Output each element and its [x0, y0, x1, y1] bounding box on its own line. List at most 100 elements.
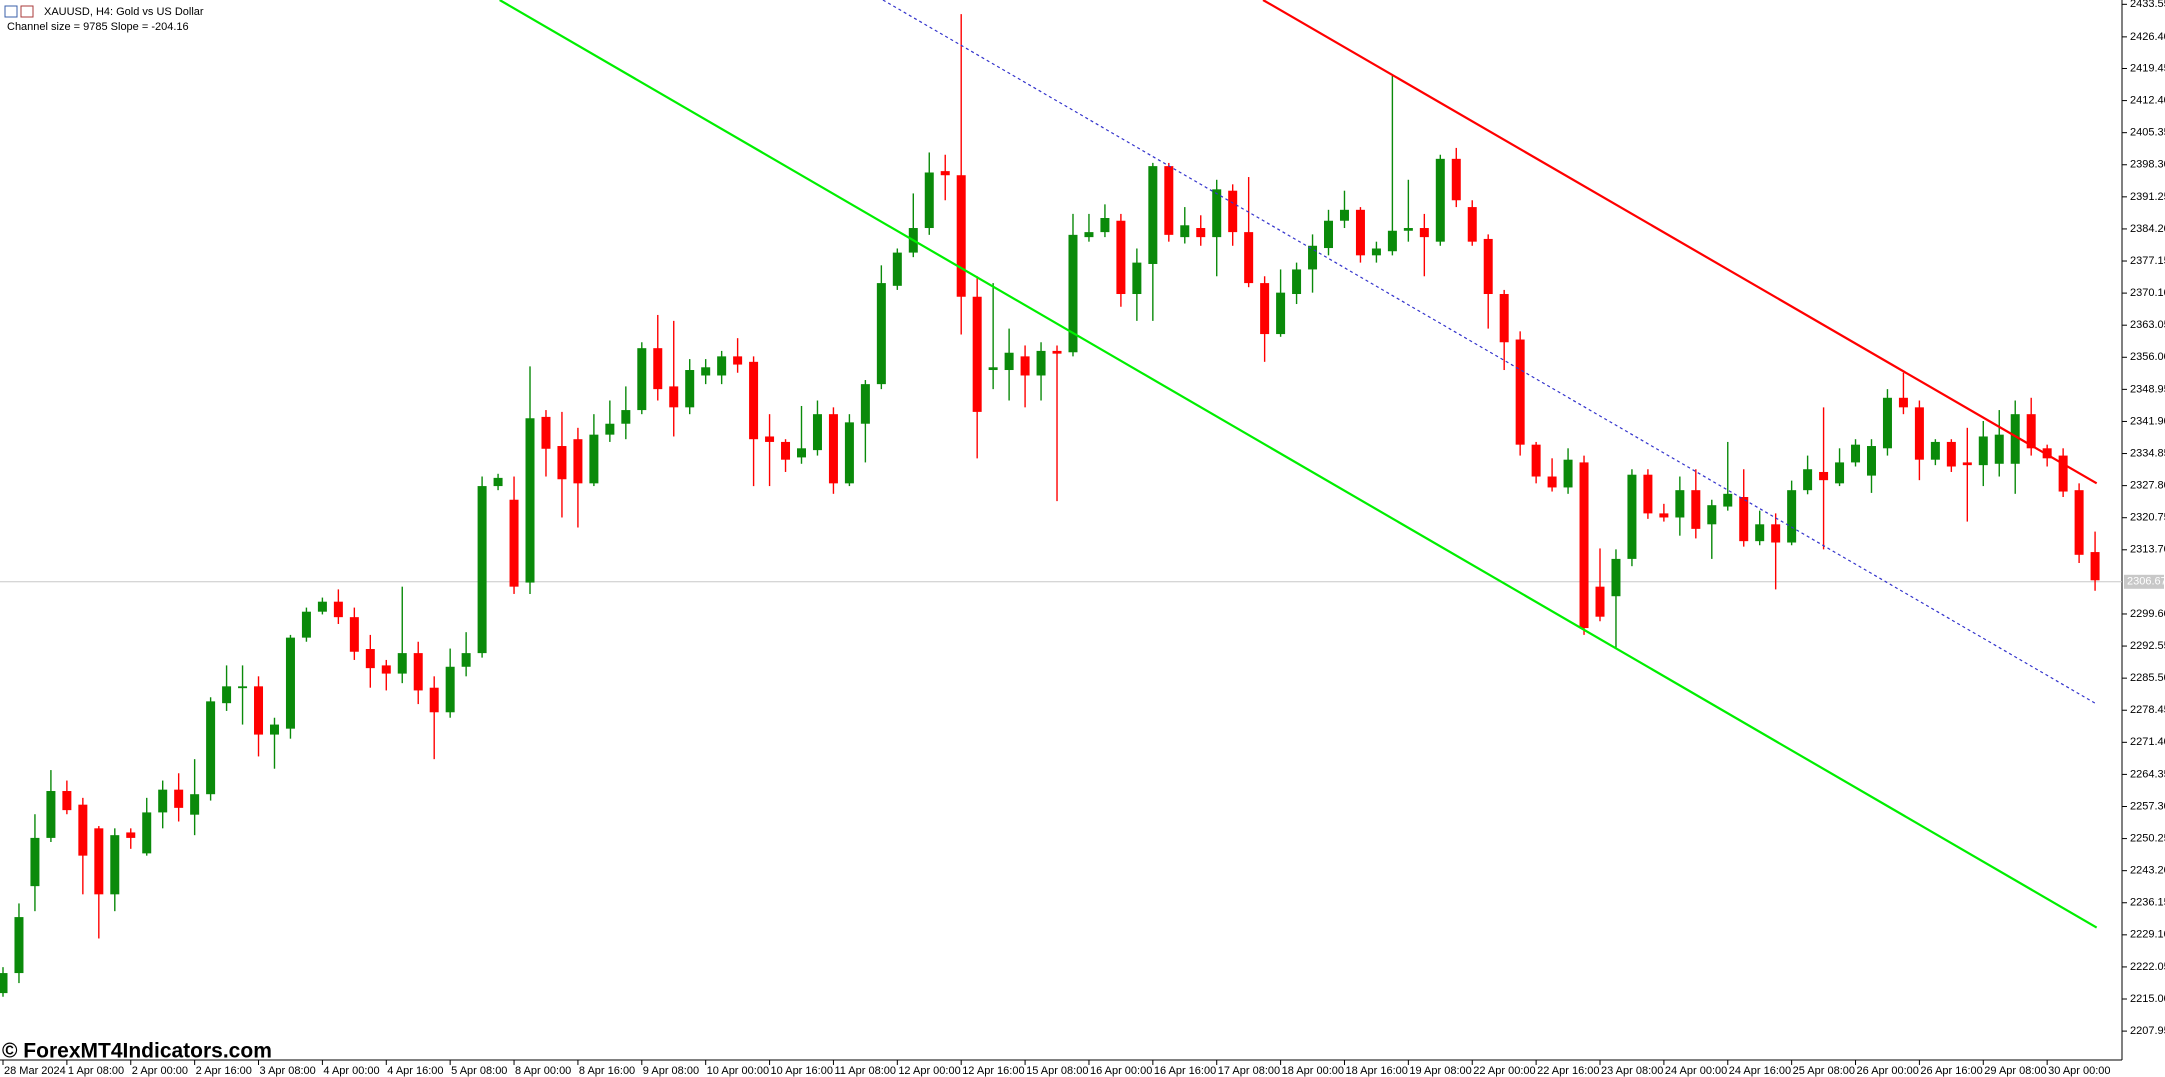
- candle-body: [461, 653, 471, 667]
- candle-body: [956, 175, 966, 297]
- x-tick-label: 18 Apr 00:00: [1282, 1065, 1344, 1077]
- candle-body: [1020, 356, 1030, 376]
- x-tick-label: 26 Apr 16:00: [1920, 1065, 1982, 1077]
- candle-body: [1403, 228, 1413, 231]
- x-tick-label: 10 Apr 16:00: [771, 1065, 833, 1077]
- candle-body: [1196, 228, 1206, 238]
- candle-body: [1419, 228, 1429, 238]
- candle-body: [1723, 493, 1733, 507]
- candle-body: [1260, 283, 1270, 335]
- candle-body: [1531, 444, 1541, 477]
- candle-body: [1052, 350, 1062, 354]
- x-tick-label: 3 Apr 08:00: [260, 1065, 316, 1077]
- x-tick-label: 22 Apr 00:00: [1473, 1065, 1535, 1077]
- candle-body: [1675, 490, 1685, 518]
- candle-body: [940, 171, 950, 176]
- candle-body: [1707, 505, 1717, 525]
- subtitle: Channel size = 9785 Slope = -204.16: [7, 21, 189, 33]
- candle-body: [2026, 414, 2036, 449]
- candle-body: [1898, 397, 1908, 408]
- x-tick-label: 5 Apr 08:00: [451, 1065, 507, 1077]
- y-tick-label: 2370.10: [2130, 287, 2165, 299]
- candle-body: [1004, 352, 1014, 371]
- candle-body: [238, 686, 248, 689]
- y-tick-label: 2384.20: [2130, 223, 2165, 235]
- y-tick-label: 2292.55: [2130, 640, 2165, 652]
- y-tick-label: 2299.60: [2130, 608, 2165, 620]
- candle-body: [14, 917, 24, 974]
- candle-body: [892, 252, 902, 286]
- candle-body: [301, 611, 311, 638]
- y-tick-label: 2405.35: [2130, 127, 2165, 139]
- x-tick-label: 24 Apr 00:00: [1665, 1065, 1727, 1077]
- x-tick-label: 29 Apr 08:00: [1984, 1065, 2046, 1077]
- y-tick-label: 2363.05: [2130, 319, 2165, 331]
- candle-body: [605, 423, 615, 435]
- y-tick-label: 2419.45: [2130, 62, 2165, 74]
- x-tick-label: 16 Apr 16:00: [1154, 1065, 1216, 1077]
- y-tick-label: 2426.40: [2130, 31, 2165, 43]
- x-tick-label: 26 Apr 00:00: [1857, 1065, 1919, 1077]
- candle-body: [1595, 586, 1605, 617]
- candle-body: [349, 617, 359, 652]
- y-tick-label: 2348.95: [2130, 383, 2165, 395]
- candle-body: [1164, 166, 1174, 235]
- candle-body: [988, 367, 998, 371]
- candle-body: [1435, 158, 1445, 242]
- candle-body: [1068, 234, 1078, 353]
- y-tick-label: 2264.35: [2130, 768, 2165, 780]
- candle-body: [765, 436, 775, 442]
- x-tick-label: 1 Apr 08:00: [68, 1065, 124, 1077]
- candle-body: [1499, 294, 1509, 343]
- candle-body: [62, 791, 72, 811]
- symbol-icons: [4, 5, 34, 18]
- candle-body: [589, 434, 599, 484]
- y-tick-label: 2285.50: [2130, 672, 2165, 684]
- candle-body: [1755, 524, 1765, 542]
- icon: [4, 5, 18, 18]
- x-tick-label: 2 Apr 16:00: [196, 1065, 252, 1077]
- candle-body: [1212, 189, 1222, 238]
- candle-body: [365, 649, 375, 669]
- x-tick-label: 4 Apr 16:00: [387, 1065, 443, 1077]
- candle-body: [1148, 166, 1158, 264]
- y-tick-label: 2222.05: [2130, 961, 2165, 973]
- trend-line: [1262, 0, 2098, 485]
- candle-body: [860, 384, 870, 424]
- candle-body: [1627, 474, 1637, 559]
- candle-body: [30, 837, 40, 887]
- candle-body: [1978, 436, 1988, 466]
- candle-body: [573, 439, 583, 484]
- candle-body: [1483, 238, 1493, 295]
- candle-body: [525, 418, 535, 583]
- candle-body: [94, 828, 104, 895]
- candle-body: [701, 367, 711, 376]
- x-tick-label: 19 Apr 08:00: [1409, 1065, 1471, 1077]
- y-tick-label: 2377.15: [2130, 255, 2165, 267]
- candle-body: [1739, 497, 1749, 542]
- x-tick-label: 28 Mar 2024: [4, 1065, 66, 1077]
- candle-body: [876, 283, 886, 385]
- y-tick-label: 2236.15: [2130, 897, 2165, 909]
- x-tick-label: 18 Apr 16:00: [1345, 1065, 1407, 1077]
- candle-body: [269, 724, 279, 735]
- y-tick-label: 2229.10: [2130, 929, 2165, 941]
- candle-body: [1276, 292, 1286, 335]
- candle-body: [1787, 490, 1797, 543]
- candle-body: [669, 386, 679, 408]
- candle-body: [1547, 476, 1557, 488]
- y-tick-label: 2433.55: [2130, 0, 2165, 10]
- candle-body: [844, 422, 854, 484]
- x-tick-label: 23 Apr 08:00: [1601, 1065, 1663, 1077]
- candle-body: [1084, 232, 1094, 238]
- candle-body: [1371, 248, 1381, 256]
- candle-body: [637, 348, 647, 411]
- candle-body: [812, 414, 822, 451]
- x-tick-label: 12 Apr 00:00: [898, 1065, 960, 1077]
- candle-body: [477, 486, 487, 654]
- candle-body: [1324, 220, 1334, 249]
- candle-body: [2010, 414, 2020, 464]
- candle-body: [1036, 350, 1046, 376]
